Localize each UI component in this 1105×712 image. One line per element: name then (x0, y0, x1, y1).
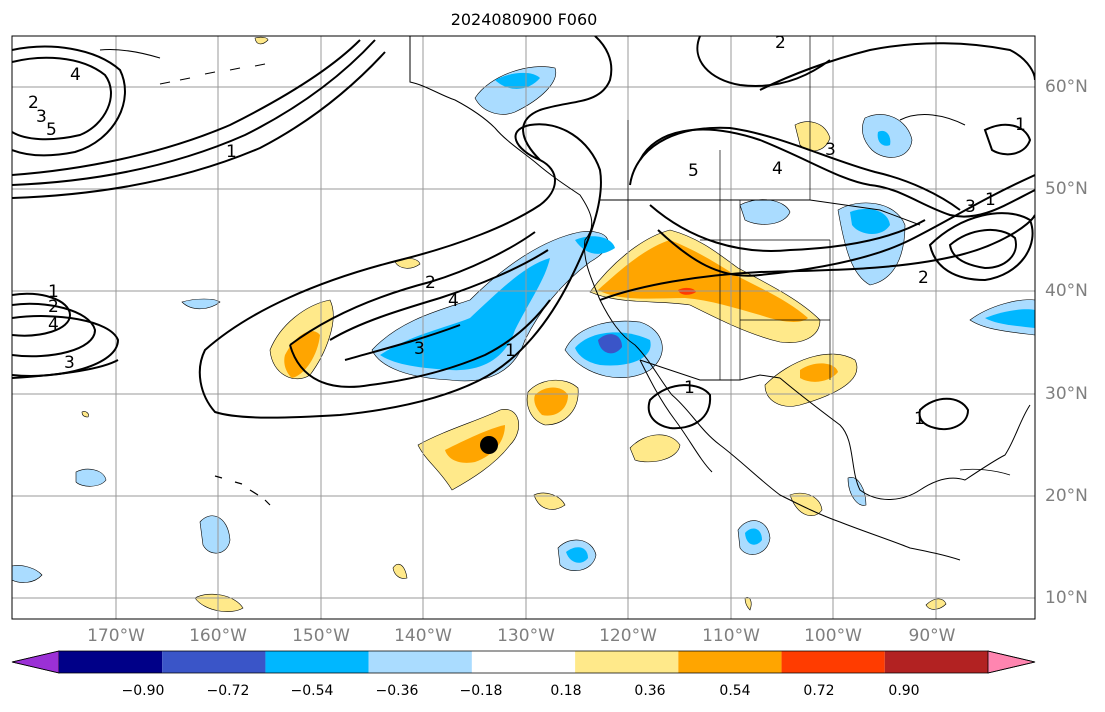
lon-tick-label: 140°W (394, 626, 452, 646)
colorbar (11, 650, 1036, 674)
contour-lines (12, 36, 1035, 430)
positive-anomaly-area (533, 492, 566, 510)
lat-tick-label: 30°N (1045, 384, 1088, 404)
contour-label: 1 (985, 190, 996, 210)
contour-label: 2 (48, 297, 59, 317)
contour-label: 1 (684, 378, 695, 398)
positive-anomaly-area (254, 36, 269, 45)
positive-anomaly-area (81, 411, 89, 418)
negative-anomaly-core (985, 309, 1035, 328)
colorbar-segment (162, 651, 266, 673)
colorbar-extend-min (11, 650, 60, 674)
positive-anomaly-area (194, 593, 244, 612)
colorbar-tick-label: −0.72 (206, 683, 250, 699)
colorbar-segment (59, 651, 163, 673)
contour-label: 4 (48, 315, 59, 335)
colorbar-tick-label: 0.54 (719, 683, 751, 699)
contour-label: 3 (825, 140, 836, 160)
positive-anomaly-area (392, 563, 408, 579)
lon-tick-label: 150°W (292, 626, 350, 646)
negative-anomaly-area (12, 565, 43, 583)
lon-tick-label: 170°W (87, 626, 145, 646)
colorbar-tick-label: −0.36 (375, 683, 419, 699)
contour-label: 2 (918, 268, 929, 288)
contour-label-group: 4 2 3 5 1 2 4 3 1 1 2 4 3 5 4 2 3 3 1 2 … (28, 33, 1026, 429)
colorbar-tick-label: 0.72 (803, 683, 835, 699)
lat-tick-label: 10°N (1045, 588, 1088, 608)
negative-anomaly-peak (598, 334, 622, 354)
colorbar-tick-label: −0.54 (290, 683, 334, 699)
colorbar-segment (368, 651, 472, 673)
contour-label: 1 (48, 282, 59, 302)
positive-anomaly-core (534, 387, 568, 416)
lon-tick-label: 110°W (702, 626, 760, 646)
lat-tick-label: 60°N (1045, 77, 1088, 97)
gridlines (12, 36, 1035, 619)
lon-tick-label: 160°W (189, 626, 247, 646)
contour-label: 3 (414, 339, 425, 359)
positive-anomaly-area (744, 597, 752, 611)
negative-anomaly-core (850, 208, 890, 235)
lat-tick-label: 20°N (1045, 486, 1088, 506)
lon-tick-label: 120°W (599, 626, 657, 646)
map-title: 2024080900 F060 (450, 10, 598, 29)
contour-label: 4 (70, 65, 81, 85)
contour-label: 2 (425, 273, 436, 293)
coastlines (99, 36, 1031, 561)
colorbar-segment (575, 651, 679, 673)
lat-tick-label: 40°N (1045, 281, 1088, 301)
positive-anomaly-core (598, 240, 808, 322)
negative-anomaly-area (199, 515, 231, 554)
contour-label: 3 (64, 353, 75, 373)
negative-anomaly-core (566, 547, 588, 563)
colorbar-segment (265, 651, 369, 673)
colorbar-segment (884, 651, 988, 673)
lat-tick-label: 50°N (1045, 179, 1088, 199)
colorbar-extend-max (987, 650, 1036, 674)
colorbar-tick-label: −0.18 (459, 683, 503, 699)
positive-anomaly-area (789, 492, 823, 517)
negative-anomaly-area (181, 298, 221, 310)
contour-label: 2 (28, 93, 39, 113)
negative-anomaly-core (495, 72, 540, 89)
lon-tick-label: 90°W (908, 626, 956, 646)
contour-label: 2 (775, 33, 786, 53)
colorbar-tick-label: 0.18 (550, 683, 582, 699)
contour-label: 4 (448, 291, 459, 311)
map-frame (11, 35, 1036, 620)
contour-label: 1 (1015, 115, 1026, 135)
contour-label: 5 (688, 161, 699, 181)
storm-location-dot (480, 436, 498, 454)
negative-anomaly-area (75, 468, 107, 487)
negative-anomaly-core (877, 130, 891, 146)
contour-label: 5 (46, 120, 57, 140)
lon-tick-label: 130°W (497, 626, 555, 646)
colorbar-outline (11, 650, 1036, 674)
colorbar-tick-label: 0.36 (634, 683, 666, 699)
colorbar-segment (781, 651, 885, 673)
positive-anomaly-area (629, 434, 681, 463)
negative-anomaly-core (745, 528, 762, 545)
positive-anomaly-core (800, 363, 838, 382)
colorbar-segment (471, 651, 576, 673)
contour-label: 4 (772, 159, 783, 179)
negative-anomaly-area (739, 199, 791, 225)
colorbar-segment (678, 651, 782, 673)
contour-label: 1 (226, 142, 237, 162)
contour-label: 1 (505, 341, 516, 361)
contour-label: 1 (914, 409, 925, 429)
lon-tick-label: 100°W (804, 626, 862, 646)
contour-label: 3 (965, 197, 976, 217)
contour-label: 3 (36, 107, 47, 127)
colorbar-tick-label: −0.90 (121, 683, 165, 699)
colorbar-tick-label: 0.90 (888, 683, 920, 699)
